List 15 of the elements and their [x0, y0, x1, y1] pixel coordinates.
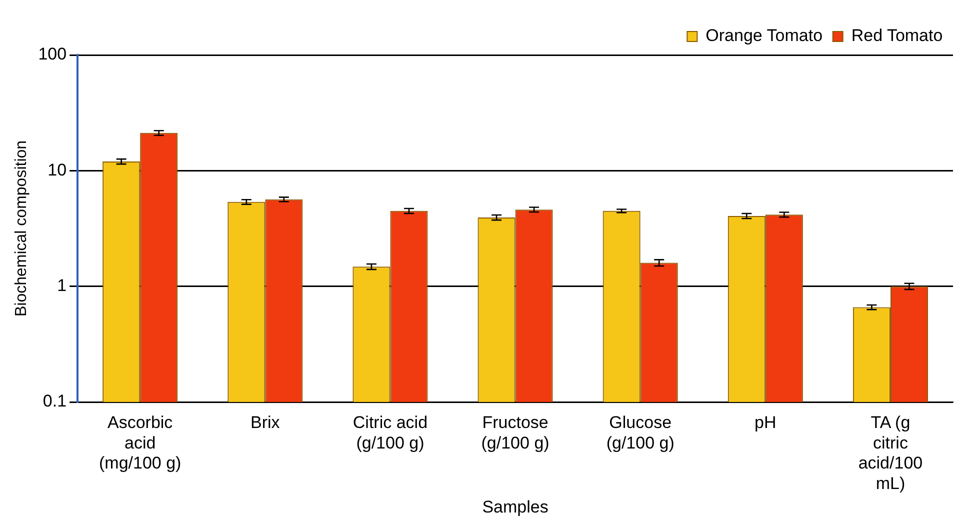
- x-tick-label: Glucose (g/100 g): [606, 412, 674, 452]
- y-axis-title: Biochemical composition: [13, 140, 30, 317]
- y-tick-label: 100: [38, 44, 67, 64]
- y-tick-label: 0.1: [42, 392, 67, 411]
- y-tick-label: 10: [48, 160, 67, 180]
- x-tick-label: Citric acid (g/100 g): [352, 412, 428, 452]
- x-tick-label: Ascorbic acid (mg/100 g): [98, 412, 182, 473]
- x-tick-label: Fructose (g/100 g): [481, 412, 550, 452]
- x-tick-label: TA (g citric acid/100 mL): [858, 412, 923, 494]
- x-axis-title: Samples: [482, 497, 548, 516]
- x-tick-label: pH: [754, 412, 776, 432]
- y-tick-label: 1: [57, 276, 67, 296]
- legend-label: Orange Tomato: [706, 26, 823, 46]
- legend-label: Red Tomato: [851, 26, 943, 46]
- x-tick-label: Brix: [250, 412, 280, 432]
